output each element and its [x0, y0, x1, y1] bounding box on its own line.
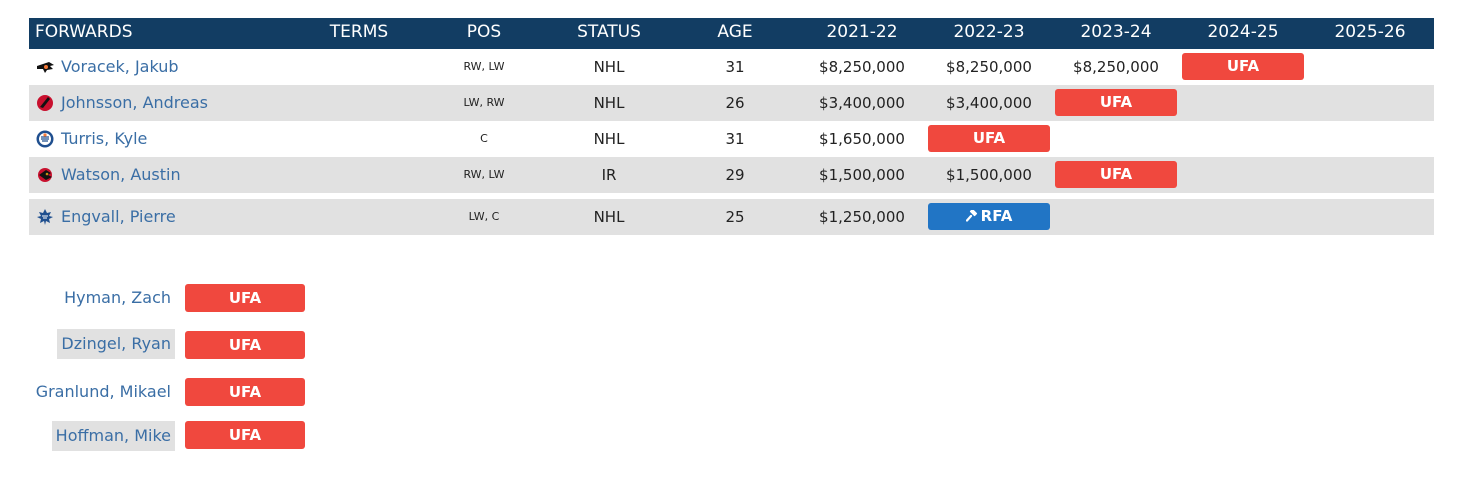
list-item: Granlund, Mikael UFA: [0, 376, 320, 406]
ufa-badge[interactable]: UFA: [1182, 53, 1304, 80]
header-terms[interactable]: TERMS: [329, 22, 389, 42]
pos-cell: RW, LW: [463, 168, 505, 181]
gavel-icon: [965, 208, 977, 222]
table-row: Engvall, Pierre LW, C NHL 25 $1,250,000 …: [29, 199, 1434, 235]
age-cell: 25: [725, 208, 745, 226]
flyers-logo-icon: [37, 62, 54, 73]
salary-cell: $8,250,000: [1073, 58, 1159, 76]
age-cell: 29: [725, 166, 745, 184]
senators-logo-icon: [38, 168, 52, 182]
list-item: Hoffman, Mike UFA: [0, 419, 320, 451]
salary-cell: $3,400,000: [819, 94, 905, 112]
player-name-link[interactable]: Dzingel, Ryan: [57, 329, 175, 359]
pos-cell: RW, LW: [463, 60, 505, 73]
player-name-link[interactable]: Johnsson, Andreas: [61, 93, 209, 112]
ufa-badge[interactable]: UFA: [185, 331, 305, 359]
header-2022-23[interactable]: 2022-23: [953, 22, 1025, 42]
player-cell: Voracek, Jakub: [35, 49, 179, 85]
rfa-badge[interactable]: RFA: [928, 203, 1050, 230]
salary-cell: $8,250,000: [819, 58, 905, 76]
table-row: Turris, Kyle C NHL 31 $1,650,000 UFA: [29, 121, 1434, 157]
pos-cell: LW, C: [468, 210, 500, 223]
header-2025-26[interactable]: 2025-26: [1334, 22, 1406, 42]
salary-cell: $1,250,000: [819, 208, 905, 226]
player-cell: Watson, Austin: [35, 157, 181, 193]
ufa-badge[interactable]: UFA: [185, 284, 305, 312]
header-2023-24[interactable]: 2023-24: [1080, 22, 1152, 42]
header-2024-25[interactable]: 2024-25: [1207, 22, 1279, 42]
status-cell: NHL: [593, 58, 625, 76]
player-cell: Engvall, Pierre: [35, 199, 176, 235]
salary-cell: $1,500,000: [946, 166, 1032, 184]
age-cell: 26: [725, 94, 745, 112]
player-cell: Turris, Kyle: [35, 121, 147, 157]
status-cell: IR: [601, 166, 617, 184]
header-pos[interactable]: POS: [466, 22, 502, 42]
table-row: Watson, Austin RW, LW IR 29 $1,500,000 $…: [29, 157, 1434, 193]
salary-cell: $1,650,000: [819, 130, 905, 148]
salary-cell: $3,400,000: [946, 94, 1032, 112]
list-item: Hyman, Zach UFA: [0, 282, 320, 312]
ufa-badge[interactable]: UFA: [185, 378, 305, 406]
player-name-link[interactable]: Voracek, Jakub: [61, 57, 179, 76]
pos-cell: LW, RW: [463, 96, 505, 109]
devils-logo-icon: [37, 95, 53, 111]
ufa-badge[interactable]: UFA: [1055, 89, 1177, 116]
status-cell: NHL: [593, 208, 625, 226]
header-age[interactable]: AGE: [717, 22, 753, 42]
table-header: FORWARDS TERMS POS STATUS AGE 2021-22 20…: [29, 18, 1434, 49]
rfa-badge-label: RFA: [980, 207, 1013, 225]
age-cell: 31: [725, 58, 745, 76]
ufa-badge[interactable]: UFA: [1055, 161, 1177, 188]
forwards-table: FORWARDS TERMS POS STATUS AGE 2021-22 20…: [29, 18, 1434, 235]
pos-cell: C: [480, 132, 488, 145]
oilers-logo-icon: [36, 130, 54, 148]
header-status[interactable]: STATUS: [577, 22, 641, 42]
salary-cell: $8,250,000: [946, 58, 1032, 76]
player-name-link[interactable]: Watson, Austin: [61, 165, 181, 184]
ufa-badge[interactable]: UFA: [928, 125, 1050, 152]
table-row: Johnsson, Andreas LW, RW NHL 26 $3,400,0…: [29, 85, 1434, 121]
player-name-link[interactable]: Engvall, Pierre: [61, 207, 176, 226]
ufa-badge[interactable]: UFA: [185, 421, 305, 449]
header-forwards[interactable]: FORWARDS: [35, 22, 133, 42]
player-name-link[interactable]: Hoffman, Mike: [51, 421, 175, 451]
list-item: Dzingel, Ryan UFA: [0, 329, 320, 359]
player-cell: Johnsson, Andreas: [35, 85, 208, 121]
status-cell: NHL: [593, 130, 625, 148]
player-name-link[interactable]: Granlund, Mikael: [35, 382, 171, 401]
header-2021-22[interactable]: 2021-22: [826, 22, 898, 42]
salary-cell: $1,500,000: [819, 166, 905, 184]
table-row: Voracek, Jakub RW, LW NHL 31 $8,250,000 …: [29, 49, 1434, 85]
player-name-link[interactable]: Turris, Kyle: [61, 129, 148, 148]
status-cell: NHL: [593, 94, 625, 112]
maple-leafs-logo-icon: [37, 209, 53, 225]
player-name-link[interactable]: Hyman, Zach: [64, 288, 171, 307]
age-cell: 31: [725, 130, 745, 148]
